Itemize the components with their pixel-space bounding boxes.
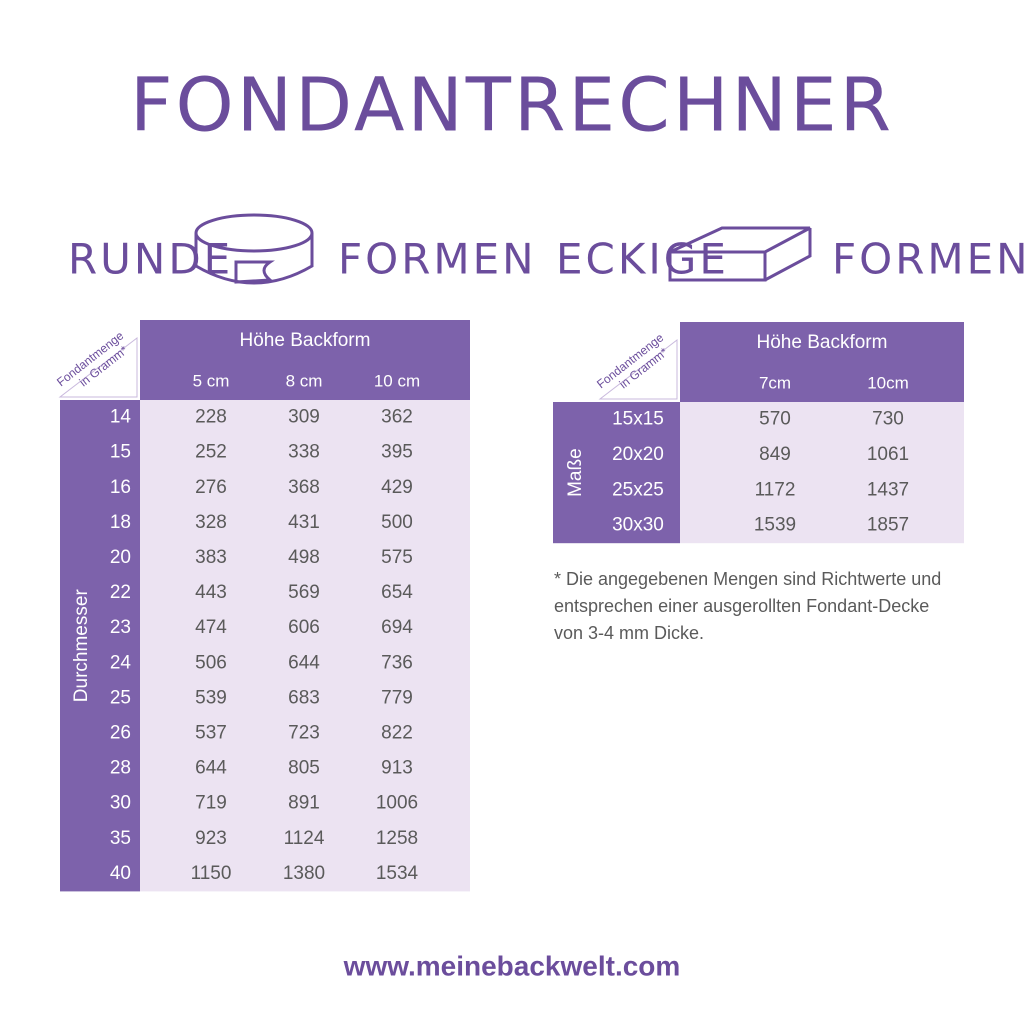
row-label: 22 xyxy=(110,582,131,603)
row-label: 16 xyxy=(110,477,131,498)
cell: 849 xyxy=(759,444,791,465)
cell: 891 xyxy=(288,793,320,814)
cell: 719 xyxy=(195,793,227,814)
cell: 309 xyxy=(288,407,320,428)
column-header: 10cm xyxy=(867,373,909,392)
cell: 368 xyxy=(288,477,320,498)
row-label: 15 xyxy=(110,442,131,463)
note-line: von 3-4 mm Dicke. xyxy=(554,623,704,643)
row-axis-label: Maße xyxy=(565,448,586,497)
cell: 1534 xyxy=(376,863,419,884)
cell: 913 xyxy=(381,758,413,779)
column-header: 7cm xyxy=(759,373,791,392)
cell: 644 xyxy=(195,758,227,779)
header-bg xyxy=(680,322,964,402)
footer-url: www.meinebackwelt.com xyxy=(343,950,681,981)
column-header: 10 cm xyxy=(374,371,420,390)
cell: 383 xyxy=(195,547,227,568)
column-group-header: Höhe Backform xyxy=(240,330,371,351)
cell: 1258 xyxy=(376,828,418,849)
cell: 606 xyxy=(288,617,320,638)
cell: 1006 xyxy=(376,793,418,814)
body-bg xyxy=(140,400,470,892)
row-label: 20 xyxy=(110,547,131,568)
row-label: 25 xyxy=(110,687,131,708)
row-label: 40 xyxy=(110,863,131,884)
cell: 1061 xyxy=(867,444,909,465)
cell: 474 xyxy=(195,617,227,638)
row-label: 30 xyxy=(110,793,131,814)
cell: 923 xyxy=(195,828,227,849)
cell: 644 xyxy=(288,652,320,673)
row-label: 25x25 xyxy=(612,479,664,500)
note-line: * Die angegebenen Mengen sind Richtwerte… xyxy=(554,569,941,589)
cell: 822 xyxy=(381,722,413,743)
row-label: 26 xyxy=(110,722,131,743)
cell: 1857 xyxy=(867,515,909,536)
row-axis-bg xyxy=(60,400,140,892)
cell: 1150 xyxy=(191,863,232,884)
row-label: 30x30 xyxy=(612,515,664,536)
body-bg xyxy=(680,402,964,544)
cell: 338 xyxy=(288,442,320,463)
note-line: entsprechen einer ausgerollten Fondant-D… xyxy=(554,596,929,616)
cell: 228 xyxy=(195,407,227,428)
cell: 539 xyxy=(195,687,227,708)
cell: 736 xyxy=(381,652,413,673)
corner-triangle xyxy=(598,338,678,400)
cell: 1124 xyxy=(284,828,325,849)
row-axis-label: Durchmesser xyxy=(71,589,92,703)
column-group-header: Höhe Backform xyxy=(757,332,888,353)
square-pan-icon xyxy=(668,226,812,282)
cell: 1380 xyxy=(283,863,325,884)
heading: FORMEN xyxy=(832,235,1024,284)
cell: 805 xyxy=(288,758,320,779)
heading: RUNDE xyxy=(68,235,233,284)
cell: 252 xyxy=(195,442,227,463)
row-label: 23 xyxy=(110,617,131,638)
cell: 723 xyxy=(288,722,320,743)
cell: 575 xyxy=(381,547,413,568)
heading: FORMEN xyxy=(338,235,537,284)
cell: 500 xyxy=(381,512,413,533)
cell: 498 xyxy=(288,547,320,568)
cell: 537 xyxy=(195,722,227,743)
row-label: 24 xyxy=(110,652,132,673)
cell: 683 xyxy=(288,687,320,708)
cell: 569 xyxy=(288,582,320,603)
row-label: 35 xyxy=(110,828,131,849)
cell: 395 xyxy=(381,442,413,463)
cell: 429 xyxy=(381,477,413,498)
header-bg xyxy=(140,320,470,400)
row-label: 18 xyxy=(110,512,131,533)
cell: 276 xyxy=(195,477,227,498)
round-pan-icon xyxy=(194,213,314,285)
cell: 654 xyxy=(381,582,413,603)
column-header: 5 cm xyxy=(193,371,230,390)
title: FONDANTRECHNER xyxy=(130,63,894,149)
cell: 1539 xyxy=(754,515,796,536)
cell: 1172 xyxy=(755,479,796,500)
cell: 362 xyxy=(381,407,413,428)
cell: 328 xyxy=(195,512,227,533)
row-label: 15x15 xyxy=(612,409,664,430)
cell: 570 xyxy=(759,409,791,430)
row-label: 28 xyxy=(110,758,131,779)
row-axis-bg xyxy=(553,402,680,544)
column-header: 8 cm xyxy=(286,371,323,390)
row-label: 14 xyxy=(110,407,132,428)
cell: 779 xyxy=(381,687,413,708)
heading: ECKIGE xyxy=(556,235,729,284)
cell: 431 xyxy=(288,512,320,533)
row-label: 20x20 xyxy=(612,444,664,465)
cell: 506 xyxy=(195,652,227,673)
cell: 1437 xyxy=(867,479,909,500)
cell: 443 xyxy=(195,582,227,603)
corner-triangle xyxy=(58,336,138,398)
cell: 730 xyxy=(872,409,904,430)
cell: 694 xyxy=(381,617,413,638)
